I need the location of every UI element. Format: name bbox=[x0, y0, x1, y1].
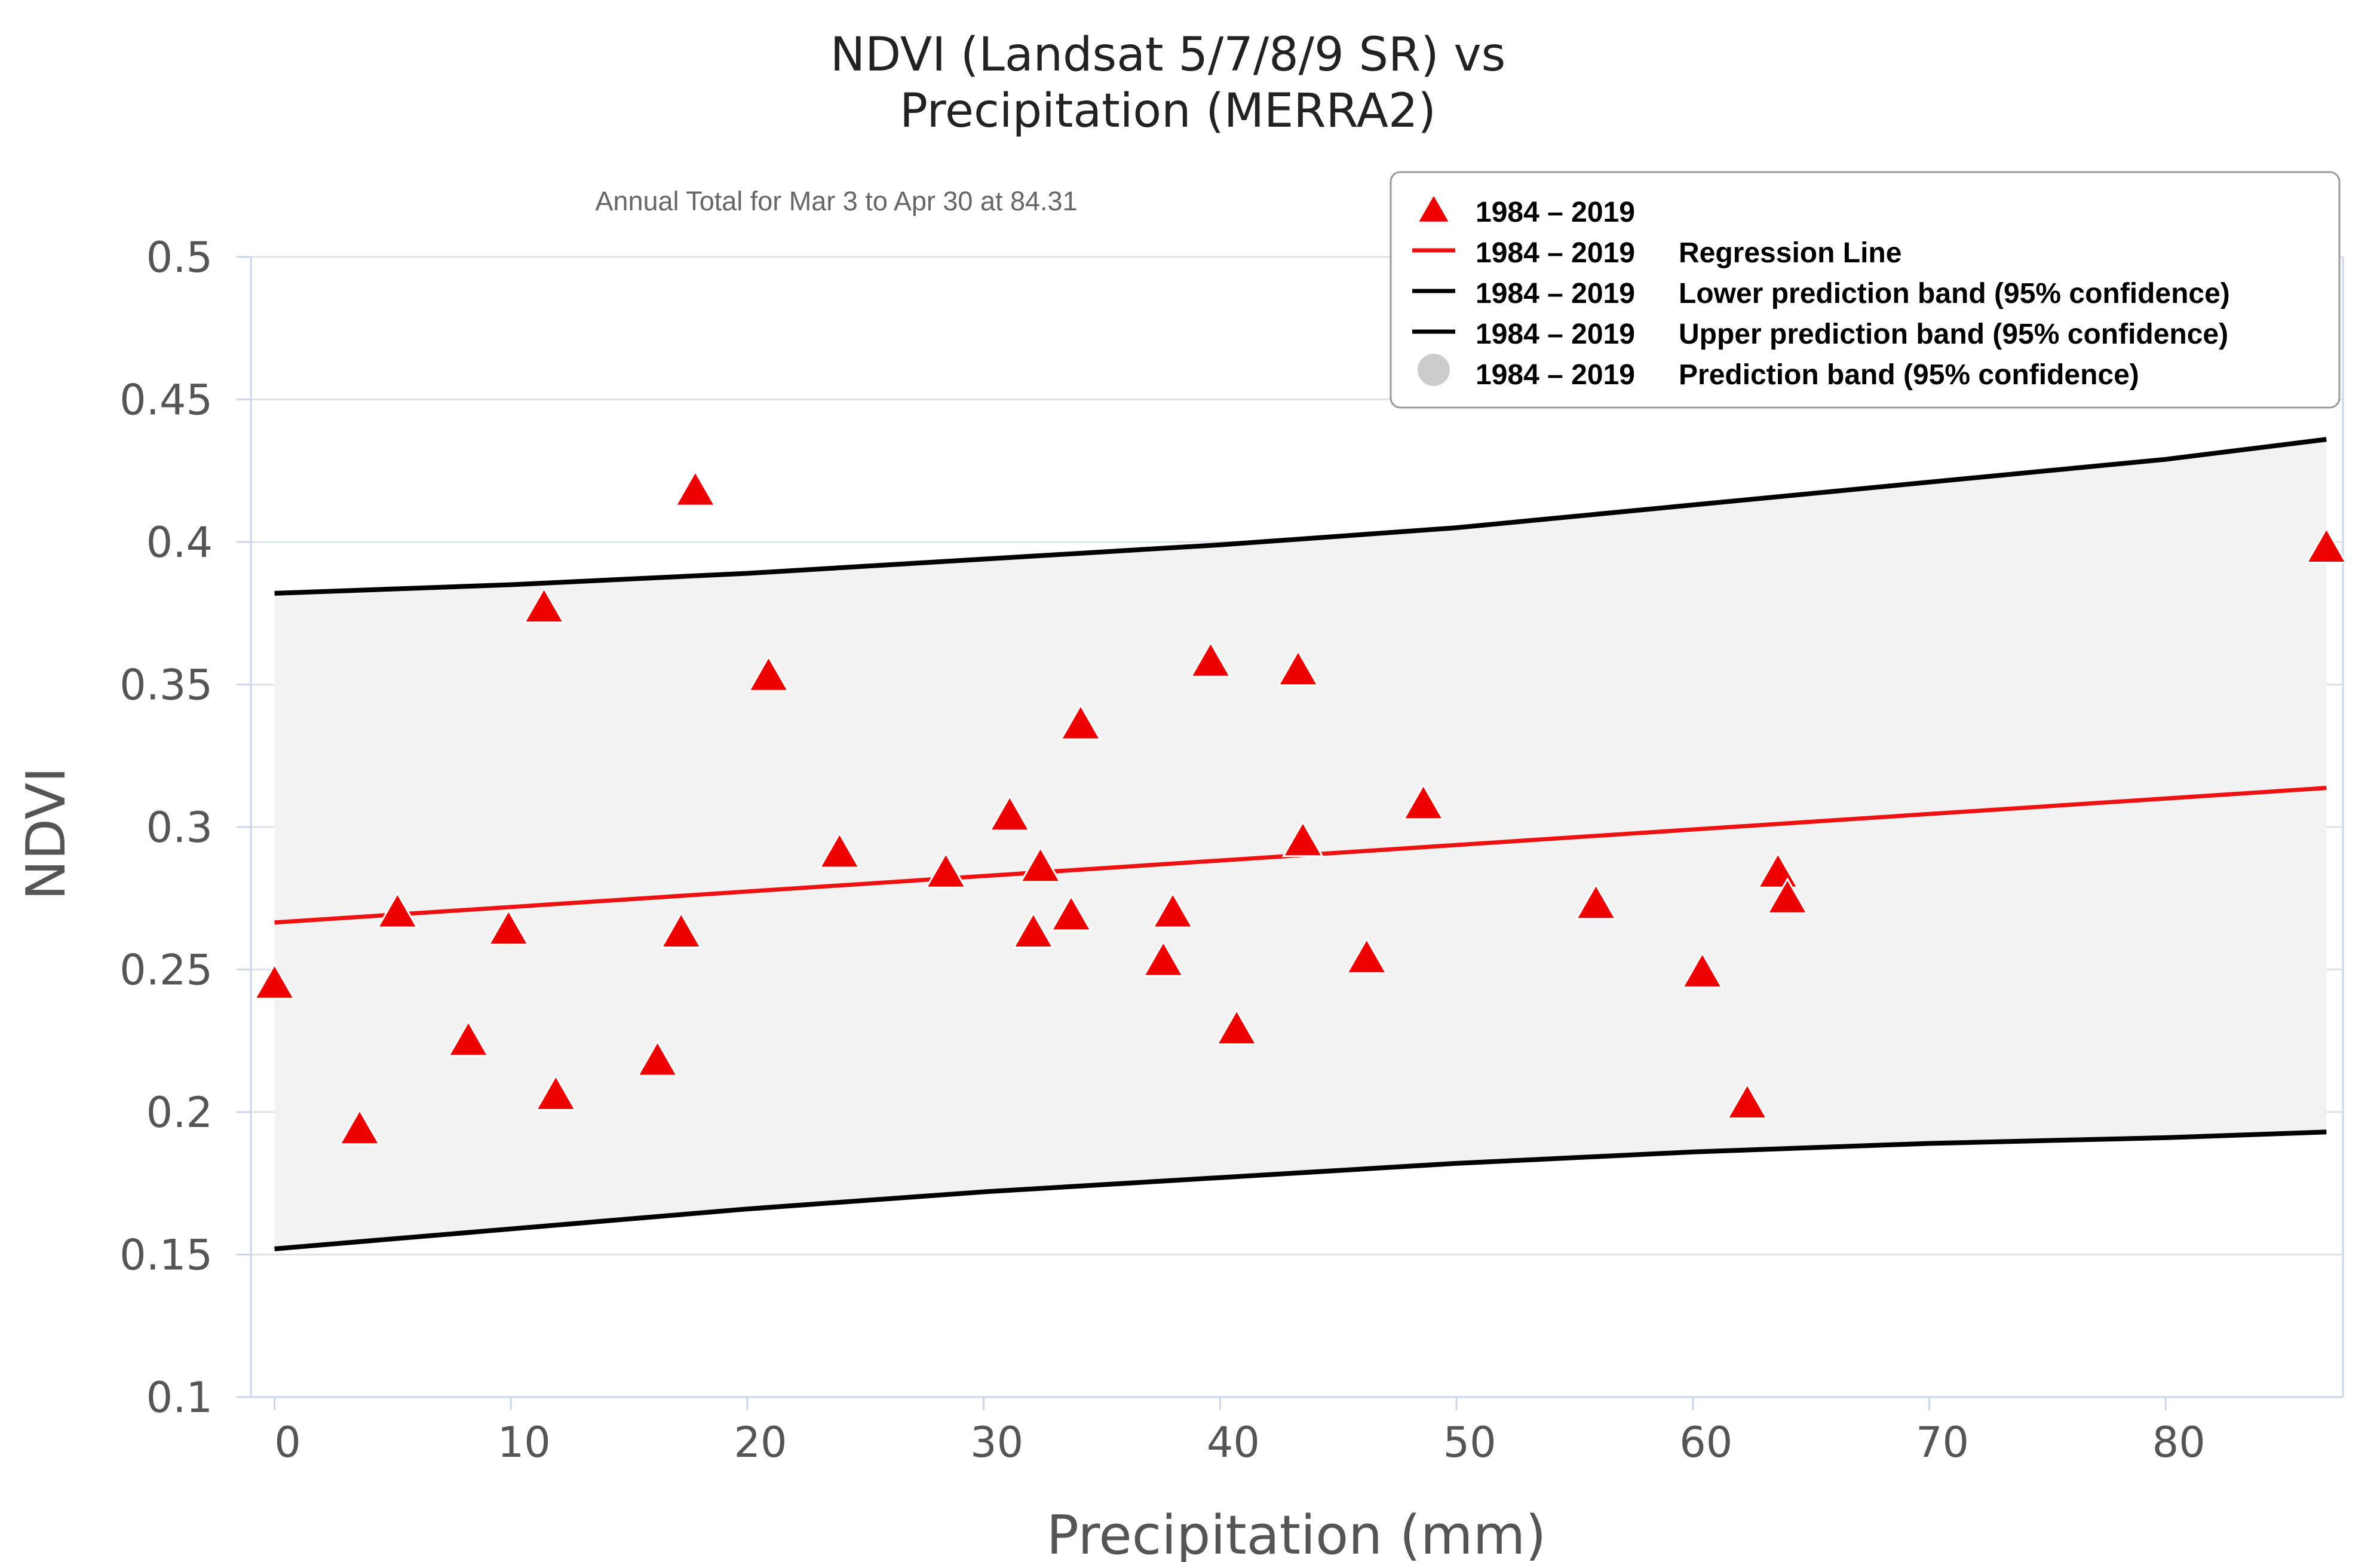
data-point-triangle bbox=[535, 1074, 577, 1111]
x-tick-label: 60 bbox=[1679, 1418, 1732, 1467]
y-tick-label: 0.25 bbox=[119, 946, 213, 995]
y-tick-label: 0.3 bbox=[146, 803, 213, 852]
legend-entry-label: Regression Line bbox=[1679, 237, 1901, 269]
y-tick-label: 0.15 bbox=[119, 1231, 213, 1280]
x-tick-label: 0 bbox=[274, 1418, 301, 1467]
y-tick-label: 0.35 bbox=[119, 661, 213, 710]
tick-labels: 0.1 0.15 0.2 0.25 0.3 0.35 0.4 0.45 0.5 0 10 20 30 40… bbox=[119, 233, 2206, 1467]
legend: 1984 – 2019 1984 – 2019 Regression Line 198… bbox=[1390, 171, 2341, 409]
y-axis-label: NDVI bbox=[15, 767, 78, 900]
data-point-triangle bbox=[1142, 940, 1185, 977]
chart-subtitle: Annual Total for Mar 3 to Apr 30 at 84.3… bbox=[595, 186, 1077, 216]
data-point-triangle bbox=[925, 852, 967, 889]
chart-title: NDVI (Landsat 5/7/8/9 SR) vs Precipitati… bbox=[830, 28, 1506, 138]
data-point-triangle bbox=[660, 911, 703, 948]
data-point-triangle bbox=[1152, 892, 1194, 929]
x-tick-label: 10 bbox=[498, 1418, 551, 1467]
x-tick-label: 50 bbox=[1443, 1418, 1496, 1467]
data-point-triangle bbox=[1766, 877, 1809, 914]
chart-title-line-2: Precipitation (MERRA2) bbox=[900, 84, 1436, 138]
x-tick-label: 20 bbox=[734, 1418, 787, 1467]
chart-title-line-1: NDVI (Landsat 5/7/8/9 SR) vs bbox=[830, 28, 1506, 82]
y-tick-label: 0.4 bbox=[146, 518, 213, 567]
x-tick-label: 40 bbox=[1207, 1418, 1260, 1467]
data-point-triangle bbox=[1059, 703, 1102, 740]
y-tick-label: 0.5 bbox=[146, 233, 213, 282]
data-point-triangle bbox=[988, 794, 1031, 832]
x-tick-label: 70 bbox=[1916, 1418, 1969, 1467]
data-points bbox=[253, 470, 2348, 1146]
data-point-triangle bbox=[1019, 846, 1062, 883]
data-point-triangle bbox=[818, 831, 861, 869]
data-point-triangle bbox=[253, 963, 296, 1000]
y-tick-label: 0.1 bbox=[146, 1373, 213, 1422]
legend-box bbox=[1390, 171, 2341, 409]
data-point-triangle bbox=[1281, 820, 1324, 857]
data-point-triangle bbox=[674, 470, 717, 507]
x-tick-label: 80 bbox=[2152, 1418, 2206, 1467]
legend-entry-years: 1984 – 2019 bbox=[1476, 318, 1635, 350]
y-tick-label: 0.2 bbox=[146, 1088, 213, 1137]
legend-entry-years: 1984 – 2019 bbox=[1476, 278, 1635, 310]
y-tick-label: 0.45 bbox=[119, 376, 213, 425]
data-point-triangle bbox=[1050, 894, 1093, 932]
data-point-triangle bbox=[1012, 911, 1055, 948]
data-point-triangle bbox=[447, 1019, 490, 1057]
legend-entry-years: 1984 – 2019 bbox=[1476, 237, 1635, 269]
axes bbox=[237, 256, 2344, 1410]
data-point-triangle bbox=[1726, 1082, 1769, 1120]
legend-entry-years: 1984 – 2019 bbox=[1476, 359, 1635, 391]
data-point-triangle bbox=[376, 892, 419, 929]
data-point-triangle bbox=[1681, 951, 1723, 988]
data-point-triangle bbox=[487, 908, 530, 946]
data-point-triangle bbox=[1402, 783, 1444, 820]
data-point-triangle bbox=[1189, 641, 1232, 678]
data-point-triangle bbox=[523, 586, 565, 624]
data-point-triangle bbox=[2305, 526, 2348, 563]
legend-entry-label: Upper prediction band (95% confidence) bbox=[1679, 318, 2228, 350]
data-point-triangle bbox=[1277, 649, 1320, 687]
legend-entry-years: 1984 – 2019 bbox=[1476, 197, 1635, 228]
data-point-triangle bbox=[338, 1108, 381, 1146]
legend-entry-label: Prediction band (95% confidence) bbox=[1679, 359, 2139, 391]
legend-band-circle-icon bbox=[1418, 354, 1450, 386]
upper-prediction-band-line bbox=[274, 437, 2327, 596]
lower-prediction-band-line bbox=[274, 1129, 2327, 1251]
data-point-triangle bbox=[747, 655, 790, 692]
data-point-triangle bbox=[1575, 883, 1617, 920]
data-point-triangle bbox=[1215, 1008, 1258, 1046]
legend-entry-label: Lower prediction band (95% confidence) bbox=[1679, 278, 2230, 310]
x-axis-label: Precipitation (mm) bbox=[1047, 1504, 1547, 1562]
x-tick-label: 30 bbox=[970, 1418, 1023, 1467]
legend-triangle-icon bbox=[1419, 196, 1449, 222]
data-point-triangle bbox=[1345, 937, 1388, 974]
data-point-triangle bbox=[636, 1040, 679, 1077]
prediction-band-lines bbox=[274, 437, 2327, 1251]
